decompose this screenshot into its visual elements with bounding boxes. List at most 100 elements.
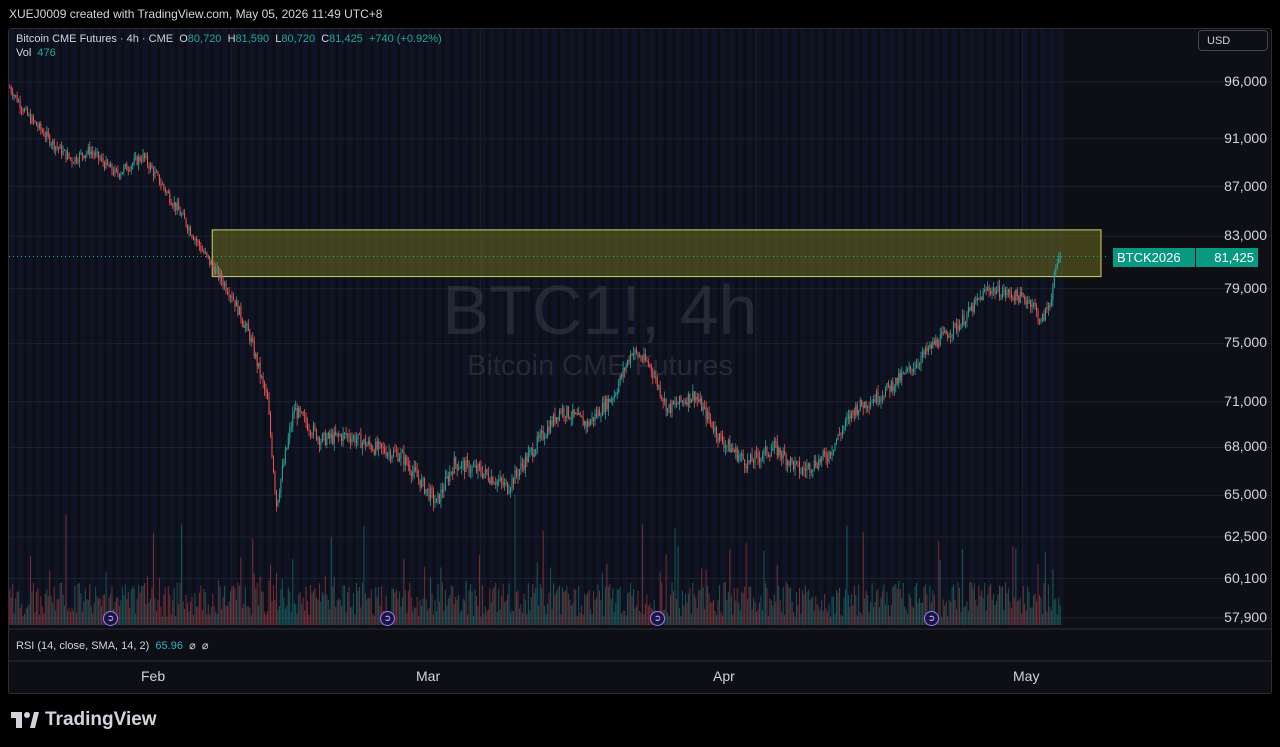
dividend-event-icon[interactable]: ➲: [103, 611, 118, 626]
candle-body: [65, 149, 67, 160]
dividend-event-icon[interactable]: ➲: [650, 611, 665, 626]
candle-body: [415, 466, 417, 471]
session-band: [311, 29, 317, 625]
volume-bar: [280, 589, 282, 625]
candle-body: [413, 466, 415, 472]
volume-bar: [723, 582, 725, 625]
candle-body: [310, 431, 312, 435]
candle-body: [44, 135, 46, 138]
volume-bar: [83, 601, 85, 625]
volume-bar: [261, 591, 263, 625]
candle-body: [455, 457, 457, 465]
volume-bar: [521, 612, 523, 625]
volume-bar: [833, 596, 835, 625]
volume-bar: [948, 599, 950, 625]
candle-body: [960, 323, 962, 330]
candle-body: [932, 341, 934, 349]
volume-bar: [921, 602, 923, 625]
candle-body: [52, 140, 54, 145]
volume-bar: [347, 591, 349, 625]
volume-bar: [1047, 584, 1049, 625]
volume-bar: [538, 605, 540, 625]
candle-body: [1047, 305, 1049, 309]
candle-body: [351, 438, 353, 443]
volume-bar: [963, 607, 965, 625]
volume-bar: [880, 597, 882, 625]
candle-body: [702, 406, 704, 411]
candle-body: [401, 451, 403, 453]
candle-body: [784, 450, 786, 455]
candle-body: [398, 458, 400, 462]
candle-body: [1031, 304, 1033, 308]
volume-bar: [911, 605, 913, 625]
volume-bar: [901, 598, 903, 625]
candle-body: [675, 402, 678, 405]
volume-bar: [847, 595, 849, 625]
candle-body: [813, 460, 815, 470]
volume-bar: [800, 613, 802, 625]
volume-bar: [590, 609, 592, 625]
volume-bar: [56, 599, 58, 625]
candle-body: [145, 155, 147, 158]
session-band: [604, 29, 611, 625]
volume-bar: [232, 585, 234, 625]
candle-body: [471, 466, 473, 472]
candle-body: [123, 166, 125, 173]
candle-body: [464, 461, 466, 472]
candle-body: [275, 490, 277, 506]
chart-canvas[interactable]: [9, 29, 1271, 693]
candle-body: [665, 398, 667, 412]
candle-body: [895, 377, 897, 388]
candle-body: [710, 418, 712, 422]
candle-body: [129, 170, 131, 172]
volume-bar: [364, 593, 366, 625]
candle-body: [167, 191, 169, 193]
candle-body: [558, 411, 560, 420]
volume-bar: [582, 614, 584, 625]
currency-button[interactable]: USD: [1198, 30, 1268, 51]
volume-bar: [289, 591, 291, 625]
dividend-event-icon[interactable]: ➲: [380, 611, 395, 626]
candle-body: [593, 417, 595, 421]
volume-bar: [904, 606, 906, 625]
volume-bar: [93, 602, 95, 625]
volume-bar: [27, 606, 29, 625]
session-band: [453, 29, 460, 625]
volume-bar: [775, 601, 777, 625]
volume-bar: [452, 586, 454, 625]
candle-body: [327, 432, 329, 438]
volume-bar: [78, 583, 80, 625]
candle-body: [369, 441, 371, 445]
candle-body: [736, 448, 738, 461]
candle-body: [456, 464, 458, 470]
price-tick: 79,000: [1224, 280, 1267, 296]
candle-body: [576, 413, 578, 415]
session-band: [462, 29, 468, 625]
volume-bar: [238, 585, 240, 625]
candle-body: [978, 298, 980, 299]
candle-body: [321, 434, 323, 442]
candle-body: [330, 434, 332, 439]
volume-bar: [616, 588, 618, 625]
candle-body: [926, 347, 928, 352]
candle-body: [189, 227, 192, 236]
volume-bar: [89, 583, 91, 625]
candle-body: [363, 439, 365, 443]
tradingview-logo[interactable]: TradingView: [11, 708, 157, 732]
volume-bar: [504, 602, 506, 625]
candle-body: [462, 461, 464, 463]
session-band: [400, 29, 406, 625]
candle-body: [969, 307, 971, 311]
volume-bar: [138, 585, 140, 625]
volume-bar: [593, 591, 595, 625]
volume-bar: [450, 585, 452, 625]
volume-bar: [567, 593, 569, 625]
dividend-event-icon[interactable]: ➲: [924, 611, 939, 626]
candle-body: [265, 389, 267, 393]
volume-bar: [21, 603, 23, 625]
tradingview-logo-icon: [11, 712, 39, 728]
candle-body: [105, 159, 107, 169]
volume-bar: [427, 610, 429, 625]
volume-bar: [1040, 597, 1042, 625]
candle-body: [164, 188, 166, 193]
